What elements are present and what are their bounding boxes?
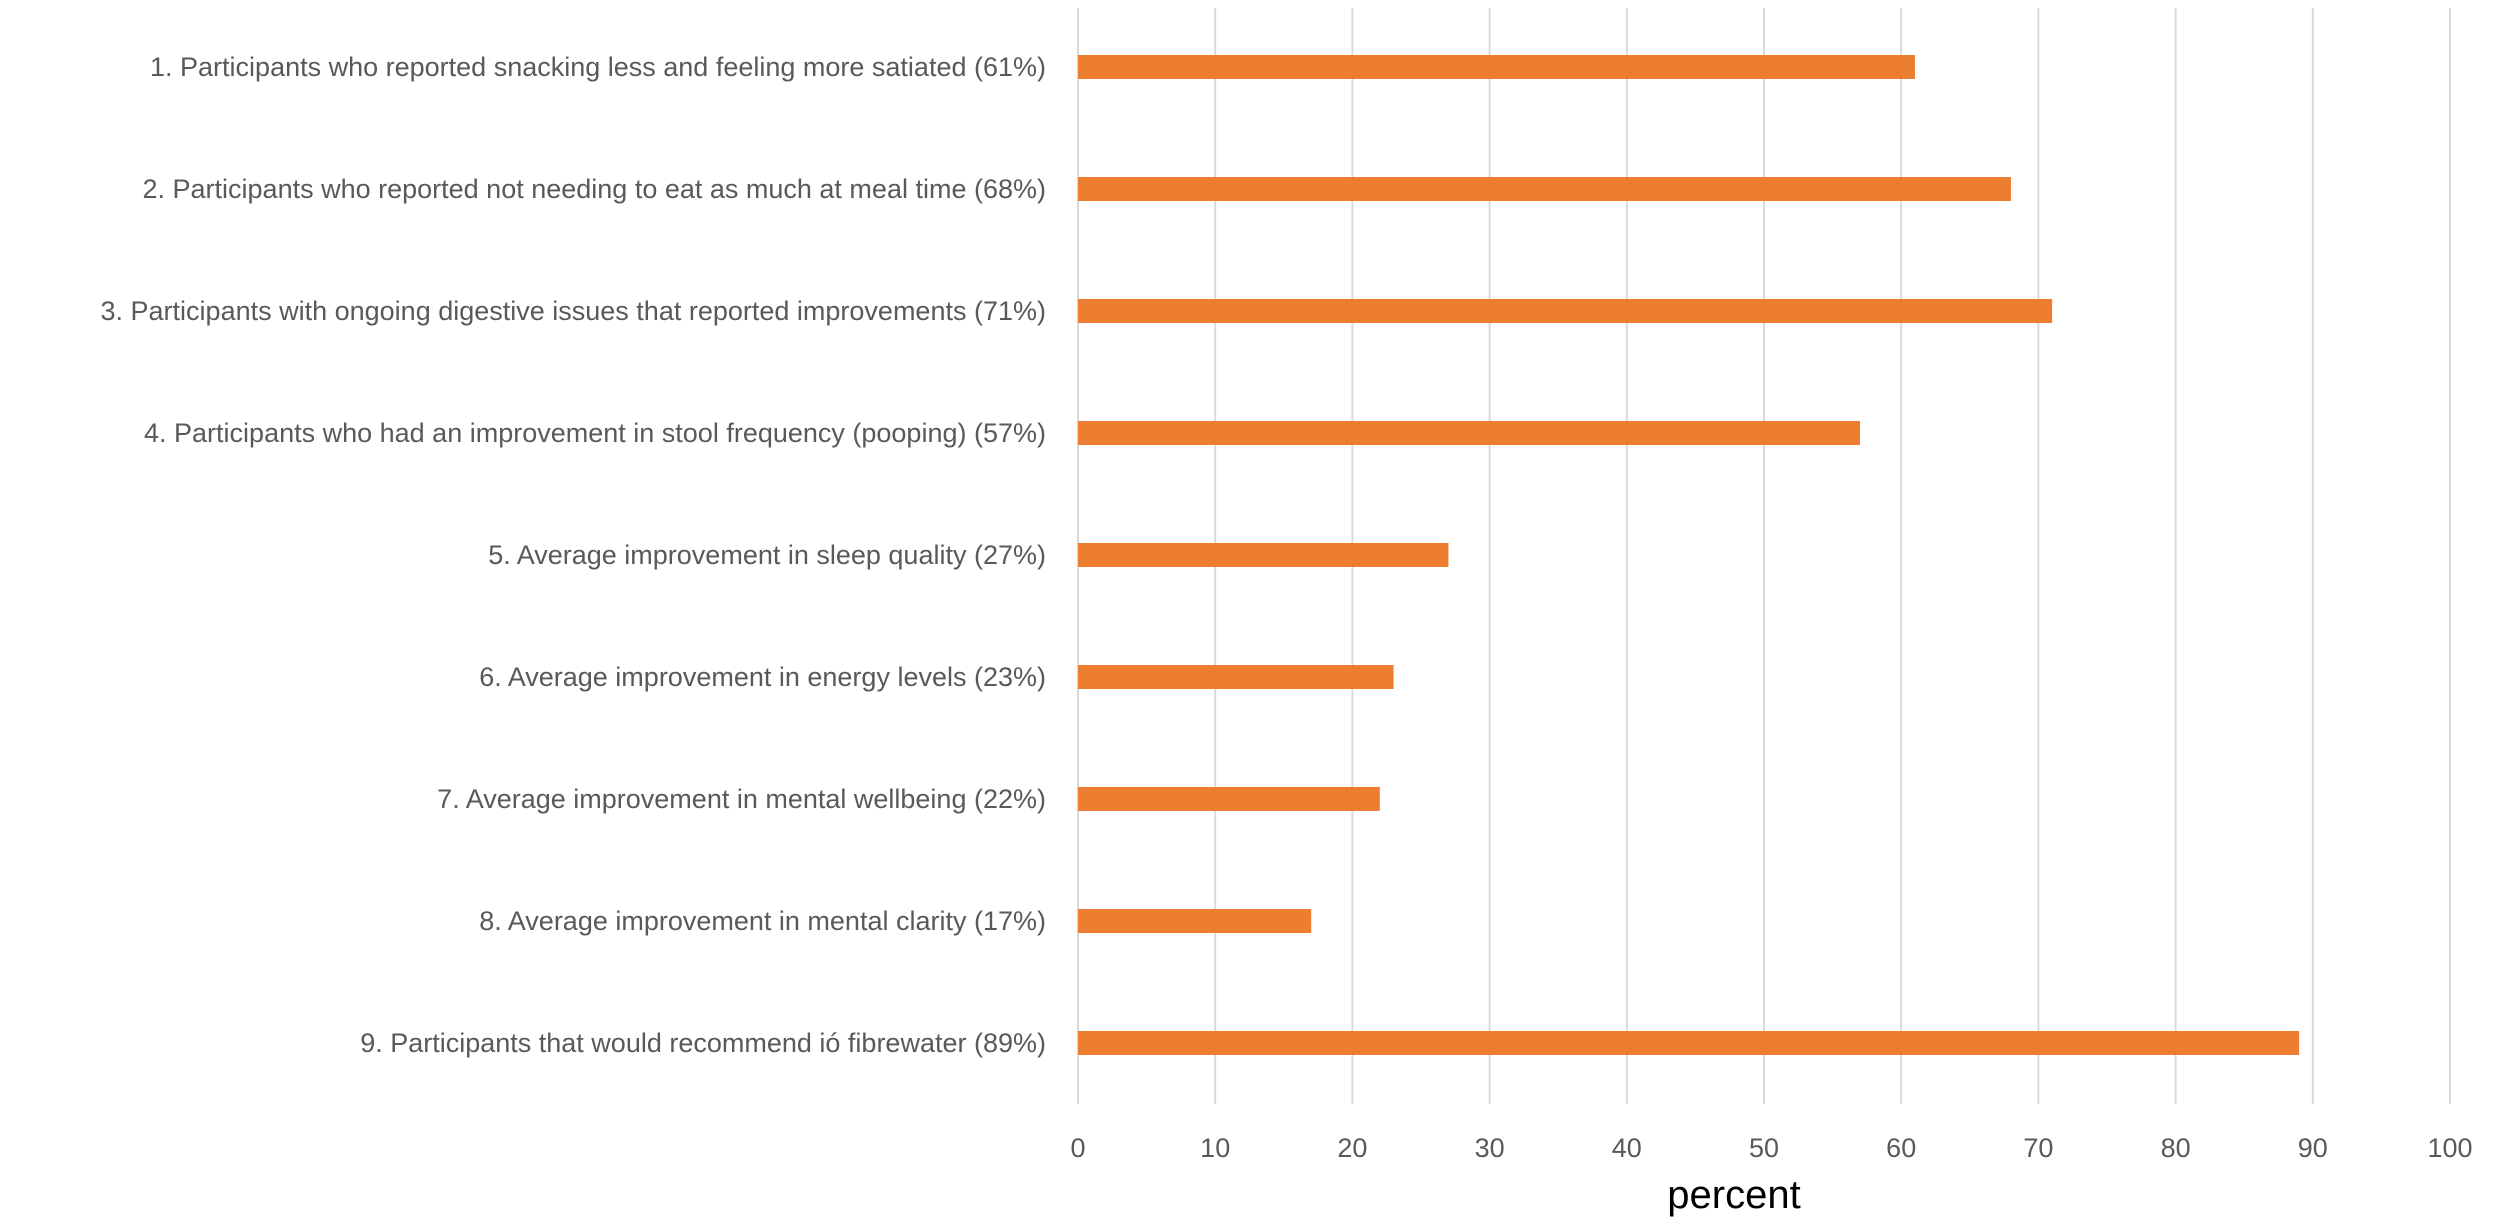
category-label: 6. Average improvement in energy levels … xyxy=(479,662,1046,692)
bar xyxy=(1078,1031,2300,1055)
x-tick-label: 40 xyxy=(1612,1133,1642,1163)
x-tick-label: 80 xyxy=(2161,1133,2191,1163)
category-label: 4. Participants who had an improvement i… xyxy=(144,418,1046,448)
category-label: 7. Average improvement in mental wellbei… xyxy=(437,784,1046,814)
x-tick-label: 70 xyxy=(2023,1133,2053,1163)
bar xyxy=(1078,665,1394,689)
category-label: 1. Participants who reported snacking le… xyxy=(150,52,1046,82)
bar xyxy=(1078,787,1380,811)
x-axis-title: percent xyxy=(1667,1173,1800,1217)
x-tick-label: 60 xyxy=(1886,1133,1916,1163)
category-label: 8. Average improvement in mental clarity… xyxy=(479,906,1046,936)
category-label: 9. Participants that would recommend ió … xyxy=(360,1028,1046,1058)
x-tick-label: 50 xyxy=(1749,1133,1779,1163)
bar xyxy=(1078,55,1915,79)
x-tick-label: 10 xyxy=(1200,1133,1230,1163)
category-label: 3. Participants with ongoing digestive i… xyxy=(101,296,1046,326)
bars xyxy=(1078,55,2300,1055)
x-tick-label: 100 xyxy=(2427,1133,2472,1163)
bar xyxy=(1078,543,1449,567)
bar xyxy=(1078,177,2011,201)
x-tick-label: 30 xyxy=(1475,1133,1505,1163)
bar xyxy=(1078,421,1861,445)
x-tick-label: 90 xyxy=(2298,1133,2328,1163)
x-tick-label: 20 xyxy=(1337,1133,1367,1163)
bar xyxy=(1078,909,1312,933)
x-tick-labels: 0 10 20 30 40 50 60 70 80 90 100 xyxy=(1070,1133,2472,1163)
bar xyxy=(1078,299,2053,323)
category-label: 2. Participants who reported not needing… xyxy=(143,174,1047,204)
category-labels: 1. Participants who reported snacking le… xyxy=(101,52,1046,1058)
category-label: 5. Average improvement in sleep quality … xyxy=(488,540,1046,570)
x-tick-label: 0 xyxy=(1070,1133,1085,1163)
